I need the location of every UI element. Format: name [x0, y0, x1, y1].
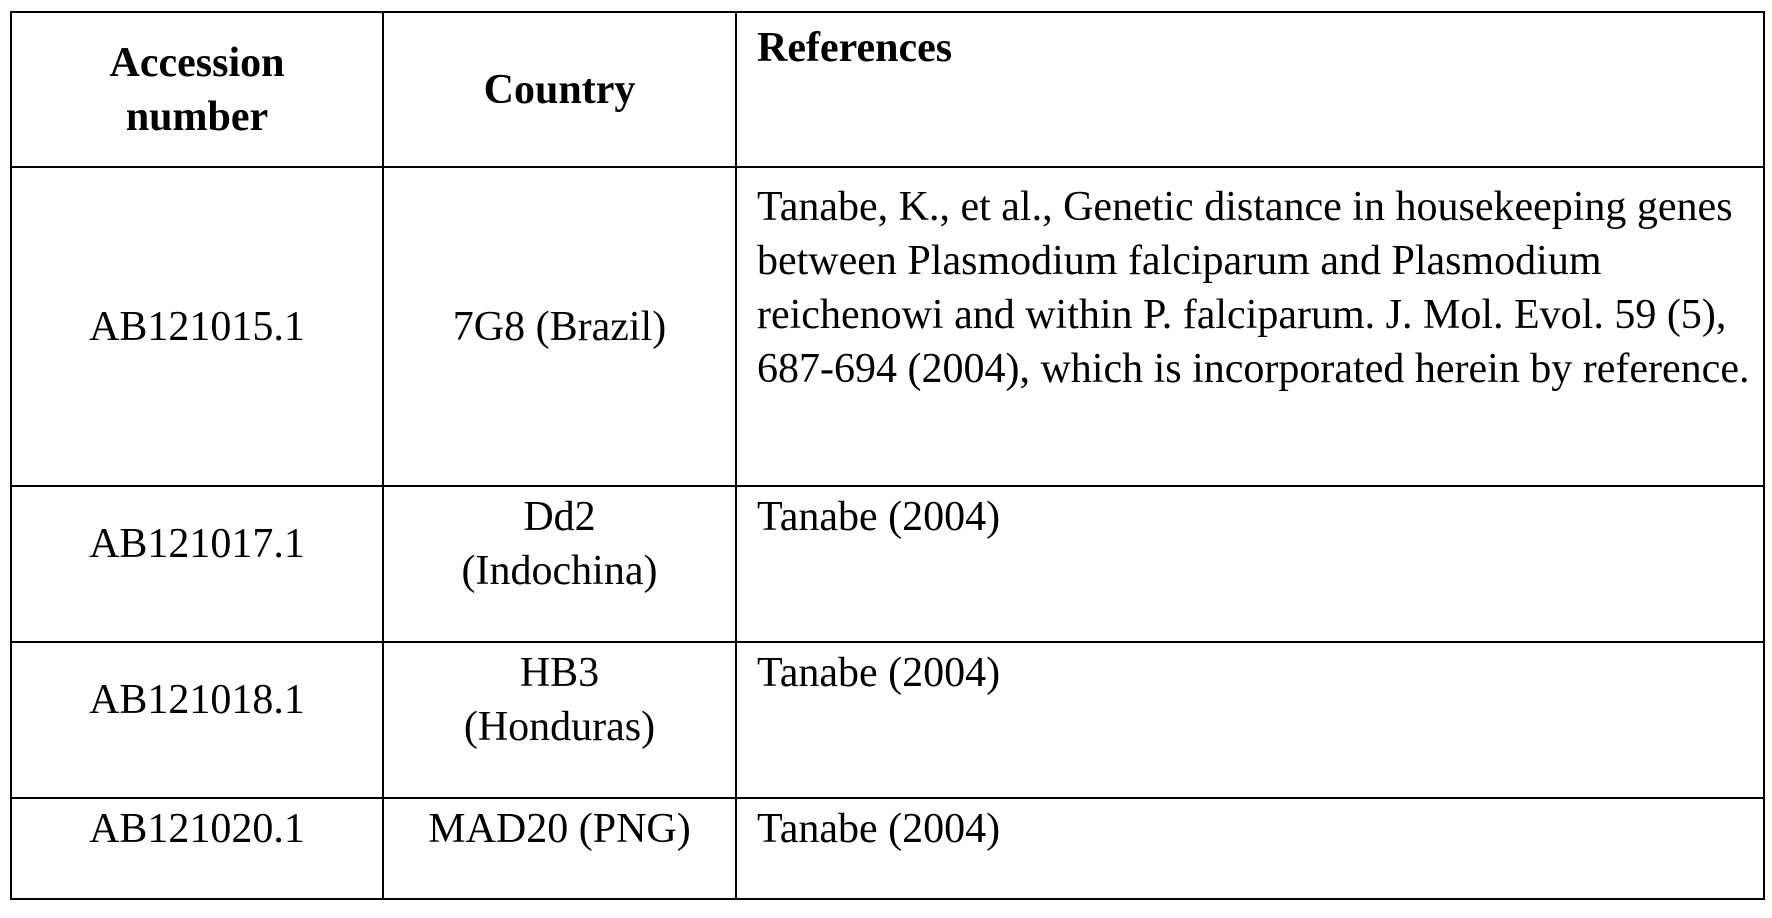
- country-cell: MAD20 (PNG): [382, 797, 737, 900]
- country-cell: HB3 (Honduras): [382, 641, 737, 799]
- header-references: References: [735, 11, 1765, 168]
- table-row: AB121020.1 MAD20 (PNG) Tanabe (2004): [10, 797, 1765, 900]
- header-references-label: References: [757, 25, 953, 71]
- table-header-row: Accession number Country References: [10, 11, 1765, 168]
- reference-cell: Tanabe (2004): [735, 797, 1765, 900]
- table-row: AB121017.1 Dd2 (Indochina) Tanabe (2004): [10, 485, 1765, 643]
- header-accession-line1: Accession: [109, 39, 285, 86]
- table-row: AB121015.1 7G8 (Brazil) Tanabe, K., et a…: [10, 166, 1765, 487]
- reference-cell: Tanabe (2004): [735, 641, 1765, 799]
- country-line2: (Indochina): [461, 548, 658, 594]
- country-line1: Dd2: [523, 494, 596, 540]
- accession-cell: AB121018.1: [10, 641, 384, 799]
- country-line1: HB3: [519, 650, 600, 696]
- reference-cell: Tanabe, K., et al., Genetic distance in …: [735, 166, 1765, 487]
- table-row: AB121018.1 HB3 (Honduras) Tanabe (2004): [10, 641, 1765, 799]
- header-accession-line2: number: [125, 93, 269, 140]
- header-country-label: Country: [483, 66, 636, 113]
- header-country: Country: [382, 11, 737, 168]
- country-line2: (Honduras): [463, 704, 656, 750]
- accession-table: Accession number Country References AB12…: [10, 11, 1765, 900]
- header-accession-number: Accession number: [10, 11, 384, 168]
- accession-cell: AB121017.1: [10, 485, 384, 643]
- accession-cell: AB121015.1: [10, 166, 384, 487]
- accession-cell: AB121020.1: [10, 797, 384, 900]
- country-cell: 7G8 (Brazil): [382, 166, 737, 487]
- reference-cell: Tanabe (2004): [735, 485, 1765, 643]
- country-cell: Dd2 (Indochina): [382, 485, 737, 643]
- accession-table-container: Accession number Country References AB12…: [10, 11, 1765, 900]
